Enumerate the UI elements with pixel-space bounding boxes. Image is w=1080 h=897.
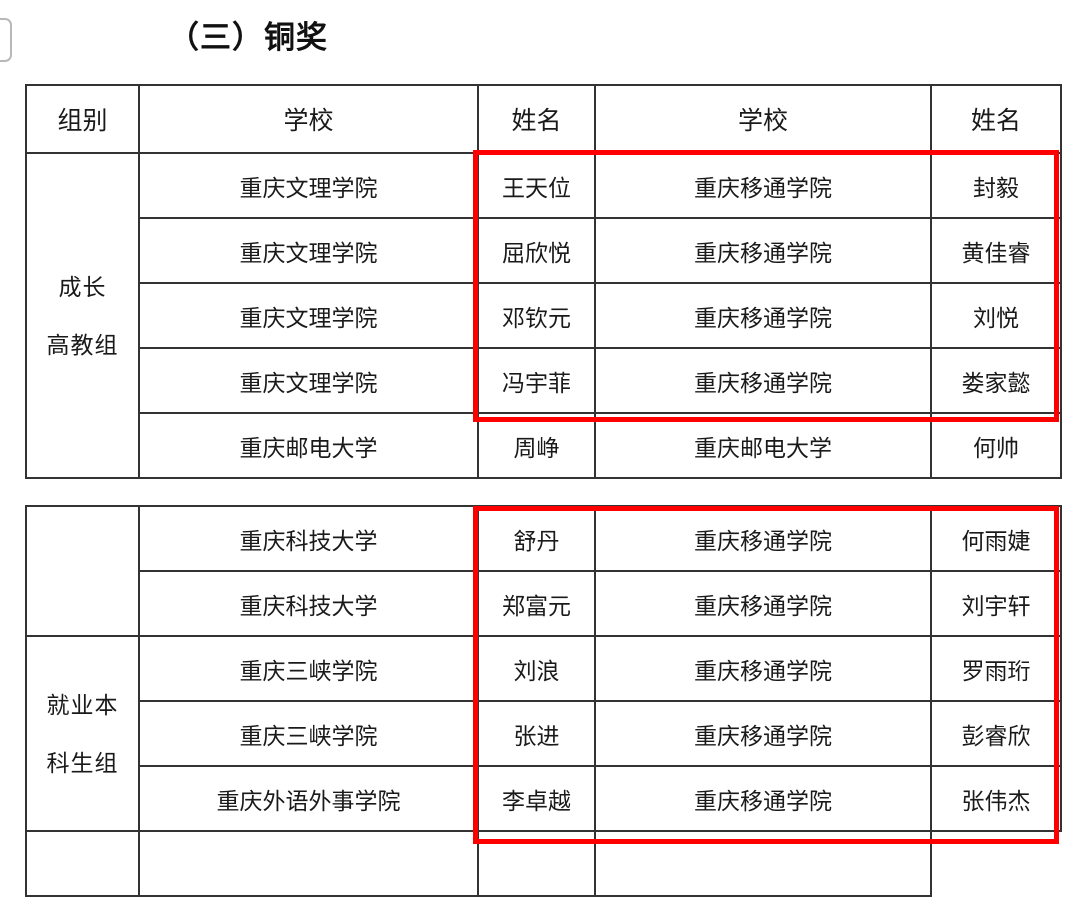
cell-name-b: 刘宇轩 xyxy=(930,570,1062,637)
cell-name-b: 张伟杰 xyxy=(930,765,1062,832)
cell-name-a: 屈欣悦 xyxy=(477,217,596,284)
cell-name-b: 何帅 xyxy=(930,412,1062,479)
cell-school-b: 重庆邮电大学 xyxy=(594,412,932,479)
table-row: 重庆邮电大学 周峥 重庆邮电大学 何帅 xyxy=(26,412,1062,479)
cell-school-b: 重庆移通学院 xyxy=(594,347,932,414)
group-label-line2: 高教组 xyxy=(46,331,119,358)
cell-name-a: 舒丹 xyxy=(477,505,596,572)
cell-school-b: 重庆移通学院 xyxy=(594,570,932,637)
cell-school-b-partial xyxy=(477,830,596,897)
cell-school-a: 重庆文理学院 xyxy=(138,152,479,219)
table-row: 重庆三峡学院 张进 重庆移通学院 彭睿欣 xyxy=(26,700,1062,767)
cell-school-b: 重庆移通学院 xyxy=(594,152,932,219)
cell-name-b: 黄佳睿 xyxy=(930,217,1062,284)
cell-school-b: 重庆移通学院 xyxy=(594,282,932,349)
cell-name-a: 冯宇菲 xyxy=(477,347,596,414)
cell-name-a: 刘浪 xyxy=(477,635,596,702)
award-table-bottom: 重庆科技大学 舒丹 重庆移通学院 何雨婕 重庆科技大学 郑富元 重庆移通学院 刘… xyxy=(25,505,1062,897)
cell-school-b: 重庆移通学院 xyxy=(594,765,932,832)
table-row: 重庆外语外事学院 李卓越 重庆移通学院 张伟杰 xyxy=(26,765,1062,832)
table-row-partial xyxy=(25,830,1061,897)
group-label-line1: 就业本 xyxy=(46,691,119,718)
cell-school-a: 重庆文理学院 xyxy=(138,282,479,349)
cell-name-a: 郑富元 xyxy=(477,570,596,637)
group-label-cell-continued xyxy=(25,505,140,637)
table-row: 就业本 科生组 重庆三峡学院 刘浪 重庆移通学院 罗雨珩 xyxy=(25,635,1062,832)
group-label-line2: 科生组 xyxy=(46,749,119,776)
cell-school-b: 重庆移通学院 xyxy=(594,217,932,284)
cell-school-a: 重庆科技大学 xyxy=(138,570,479,637)
cell-school-a: 重庆文理学院 xyxy=(138,347,479,414)
cell-school-b: 重庆移通学院 xyxy=(594,505,932,572)
table-row: 重庆文理学院 屈欣悦 重庆移通学院 黄佳睿 xyxy=(26,217,1062,284)
cell-school-a: 重庆三峡学院 xyxy=(138,700,479,767)
header-school-b: 学校 xyxy=(594,84,932,154)
cell-name-b: 罗雨珩 xyxy=(930,635,1062,702)
corner-artifact xyxy=(0,18,12,62)
table-row: 重庆科技大学 郑富元 重庆移通学院 刘宇轩 xyxy=(26,570,1062,637)
header-name-a: 姓名 xyxy=(477,84,596,154)
table-header-row: 组别 学校 姓名 学校 姓名 xyxy=(25,84,1062,154)
table-row: 重庆文理学院 邓钦元 重庆移通学院 刘悦 xyxy=(26,282,1062,349)
cell-name-b: 封毅 xyxy=(930,152,1062,219)
page-title: （三）铜奖 xyxy=(168,20,328,55)
cell-school-a: 重庆三峡学院 xyxy=(138,635,479,702)
cell-school-a: 重庆文理学院 xyxy=(138,217,479,284)
table-row: 成长 高教组 重庆文理学院 王天位 重庆移通学院 封毅 xyxy=(25,152,1062,479)
header-school-a: 学校 xyxy=(138,84,479,154)
cell-name-a: 张进 xyxy=(477,700,596,767)
cell-name-a-partial xyxy=(138,830,479,897)
table-row: 重庆文理学院 冯宇菲 重庆移通学院 娄家懿 xyxy=(26,347,1062,414)
cell-name-b: 何雨婕 xyxy=(930,505,1062,572)
cell-name-a: 邓钦元 xyxy=(477,282,596,349)
cell-school-a-partial xyxy=(25,830,140,897)
cell-name-b-partial xyxy=(594,830,932,897)
cell-school-a: 重庆邮电大学 xyxy=(138,412,479,479)
cell-school-a: 重庆外语外事学院 xyxy=(138,765,479,832)
group-label-line1: 成长 xyxy=(58,273,107,300)
header-name-b: 姓名 xyxy=(930,84,1062,154)
header-group: 组别 xyxy=(25,84,140,154)
document-page: （三）铜奖 组别 学校 姓名 学校 姓名 成长 高教组 重庆文理学院 王天位 xyxy=(0,18,1062,897)
cell-name-a: 王天位 xyxy=(477,152,596,219)
cell-name-b: 彭睿欣 xyxy=(930,700,1062,767)
cell-school-b: 重庆移通学院 xyxy=(594,635,932,702)
cell-name-b: 刘悦 xyxy=(930,282,1062,349)
cell-school-a: 重庆科技大学 xyxy=(138,505,479,572)
table-row: 重庆科技大学 舒丹 重庆移通学院 何雨婕 xyxy=(25,505,1062,637)
cell-name-a: 李卓越 xyxy=(477,765,596,832)
group-label-cell: 成长 高教组 xyxy=(25,152,140,479)
group-label-cell: 就业本 科生组 xyxy=(25,635,140,832)
award-table-top: 组别 学校 姓名 学校 姓名 成长 高教组 重庆文理学院 王天位 重庆移通学院 … xyxy=(25,84,1062,479)
cell-name-b: 娄家懿 xyxy=(930,347,1062,414)
cell-name-a: 周峥 xyxy=(477,412,596,479)
cell-school-b: 重庆移通学院 xyxy=(594,700,932,767)
